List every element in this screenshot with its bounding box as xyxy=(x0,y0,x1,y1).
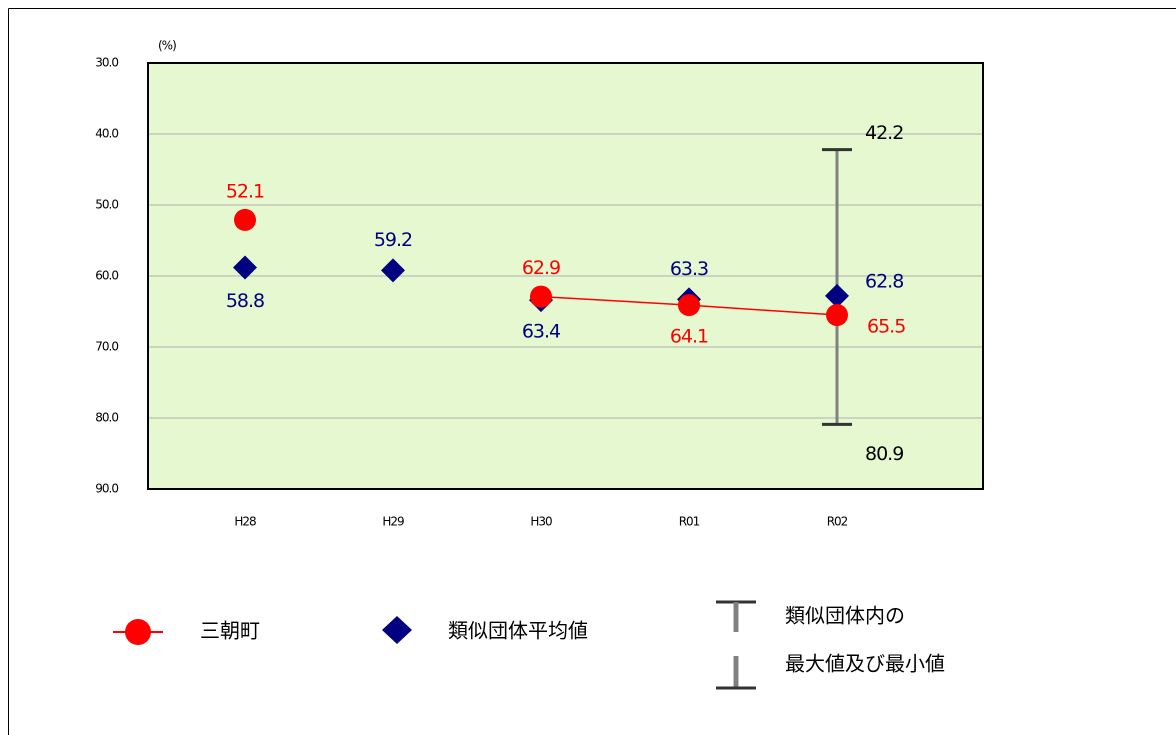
legend-label: 最大値及び最小値 xyxy=(785,652,945,676)
value-label: 58.8 xyxy=(226,290,264,312)
data-point xyxy=(678,294,700,317)
plot-border xyxy=(147,62,984,490)
legend-marker xyxy=(382,616,412,644)
data-point xyxy=(381,258,405,283)
x-tick-label: H28 xyxy=(234,515,256,529)
data-point xyxy=(233,255,257,280)
data-point xyxy=(530,285,552,308)
legend-label: 三朝町 xyxy=(200,619,260,643)
y-tick-label: 40.0 xyxy=(95,127,118,141)
y-unit: (%) xyxy=(158,39,176,53)
legend-label: 類似団体平均値 xyxy=(448,619,588,643)
x-tick-label: H30 xyxy=(530,515,552,529)
x-tick-label: H29 xyxy=(382,515,404,529)
data-point xyxy=(825,283,849,308)
y-tick-label: 90.0 xyxy=(95,482,118,496)
value-label: 64.1 xyxy=(670,326,708,348)
y-tick-label: 80.0 xyxy=(95,411,118,425)
range-min-label: 80.9 xyxy=(865,443,903,465)
data-point xyxy=(234,208,256,231)
legend-marker xyxy=(125,619,151,645)
y-tick-label: 70.0 xyxy=(95,340,118,354)
y-tick-label: 60.0 xyxy=(95,269,118,283)
range-max-label: 42.2 xyxy=(865,122,903,144)
value-label: 59.2 xyxy=(374,229,412,251)
value-label: 63.3 xyxy=(670,258,708,280)
value-label: 65.5 xyxy=(867,316,905,338)
y-tick-label: 30.0 xyxy=(95,56,118,70)
x-tick-label: R01 xyxy=(679,515,700,529)
value-label: 62.8 xyxy=(865,270,903,292)
value-label: 52.1 xyxy=(226,180,264,202)
data-point xyxy=(826,304,848,327)
legend-label: 類似団体内の xyxy=(785,604,905,628)
x-tick-label: R02 xyxy=(827,515,848,529)
value-label: 62.9 xyxy=(522,257,560,279)
value-label: 63.4 xyxy=(522,321,561,343)
y-tick-label: 50.0 xyxy=(95,198,118,212)
